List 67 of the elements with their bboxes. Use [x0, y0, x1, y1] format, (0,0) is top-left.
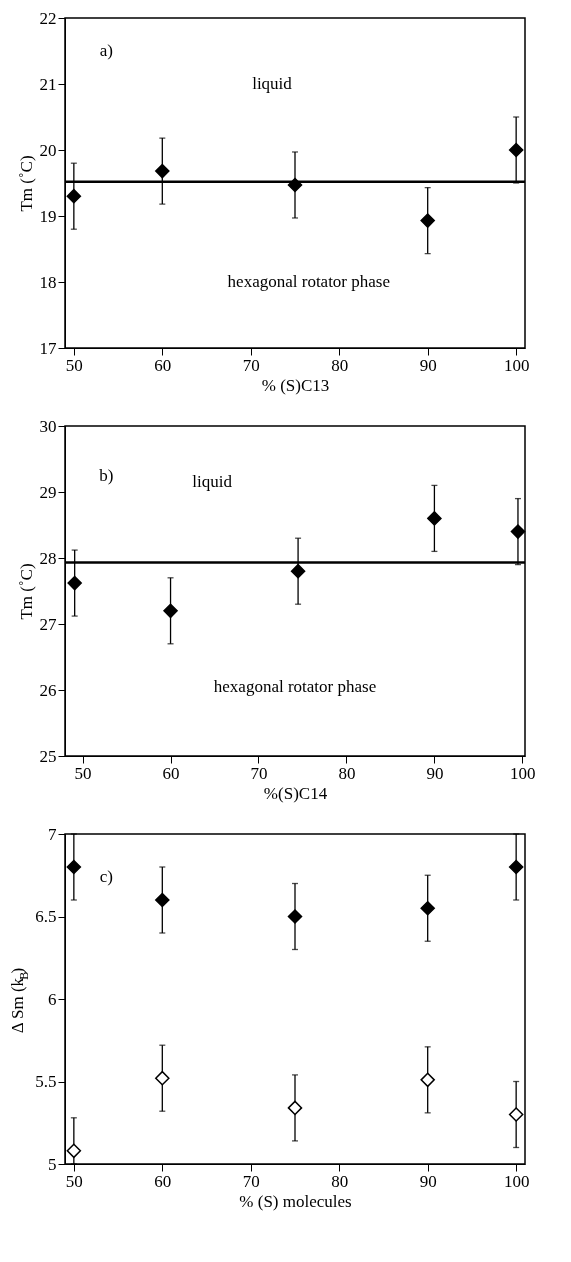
- point: [66, 859, 82, 875]
- y-tick-label: 22: [39, 8, 57, 28]
- x-tick-label: 100: [503, 355, 530, 375]
- annotation: b): [99, 465, 114, 485]
- x-tick-label: 70: [250, 763, 268, 783]
- annotation: liquid: [192, 472, 233, 492]
- y-tick-label: 17: [39, 338, 57, 358]
- y-axis-title: Δ Sm (kB): [8, 967, 31, 1034]
- point: [508, 142, 524, 158]
- point: [155, 163, 170, 179]
- x-axis-title: % (S) molecules: [239, 1191, 352, 1211]
- y-tick-label: 5: [48, 1154, 57, 1174]
- y-tick-label: 18: [39, 272, 57, 292]
- point: [287, 909, 303, 924]
- y-tick-label: 29: [39, 482, 57, 502]
- point: [155, 892, 170, 908]
- point: [67, 575, 82, 591]
- point: [66, 1143, 82, 1159]
- point: [420, 1072, 435, 1088]
- y-axis-title: Tm (˚C): [16, 155, 36, 212]
- y-axis-title: Tm (˚C): [16, 563, 36, 620]
- point: [420, 900, 435, 916]
- y-tick-label: 28: [39, 548, 57, 568]
- x-tick-label: 70: [242, 1171, 260, 1191]
- x-tick-label: 90: [419, 1171, 437, 1191]
- x-tick-label: 60: [162, 763, 180, 783]
- point: [427, 511, 442, 526]
- y-tick-label: 26: [39, 680, 57, 700]
- x-axis-title: %(S)C14: [263, 783, 328, 803]
- x-tick-label: 50: [65, 355, 83, 375]
- y-tick-label: 21: [39, 74, 57, 94]
- y-tick-label: 6: [48, 989, 57, 1009]
- x-tick-label: 80: [338, 763, 356, 783]
- y-tick-label: 25: [39, 746, 57, 766]
- x-tick-label: 60: [154, 355, 172, 375]
- x-tick-label: 90: [419, 355, 437, 375]
- x-tick-label: 100: [503, 1171, 530, 1191]
- annotation: c): [99, 866, 114, 886]
- point: [155, 1070, 170, 1086]
- point: [287, 1100, 303, 1116]
- point: [508, 859, 524, 875]
- annotation: liquid: [252, 74, 293, 93]
- annotation: hexagonal rotator phase: [213, 676, 377, 696]
- x-tick-label: 60: [154, 1171, 172, 1191]
- y-tick-label: 27: [39, 614, 57, 634]
- y-tick-label: 30: [39, 416, 57, 436]
- x-tick-label: 100: [510, 763, 536, 783]
- y-tick-label: 6.5: [35, 907, 57, 926]
- annotation: hexagonal rotator phase: [227, 272, 390, 291]
- x-tick-label: 50: [74, 763, 92, 783]
- annotation: a): [99, 41, 114, 60]
- x-tick-label: 50: [65, 1171, 83, 1191]
- y-tick-label: 7: [48, 824, 57, 844]
- y-tick-label: 20: [39, 140, 57, 160]
- x-tick-label: 80: [331, 1171, 349, 1191]
- point: [290, 563, 306, 579]
- x-axis-title: % (S)C13: [261, 375, 330, 395]
- x-tick-label: 90: [426, 763, 444, 783]
- y-tick-label: 5.5: [35, 1072, 57, 1091]
- x-tick-label: 70: [242, 355, 260, 375]
- point: [508, 1107, 524, 1122]
- point: [510, 524, 526, 539]
- x-tick-label: 80: [331, 355, 349, 375]
- point: [66, 188, 82, 204]
- point: [163, 603, 178, 619]
- point: [420, 213, 435, 228]
- y-tick-label: 19: [39, 206, 57, 226]
